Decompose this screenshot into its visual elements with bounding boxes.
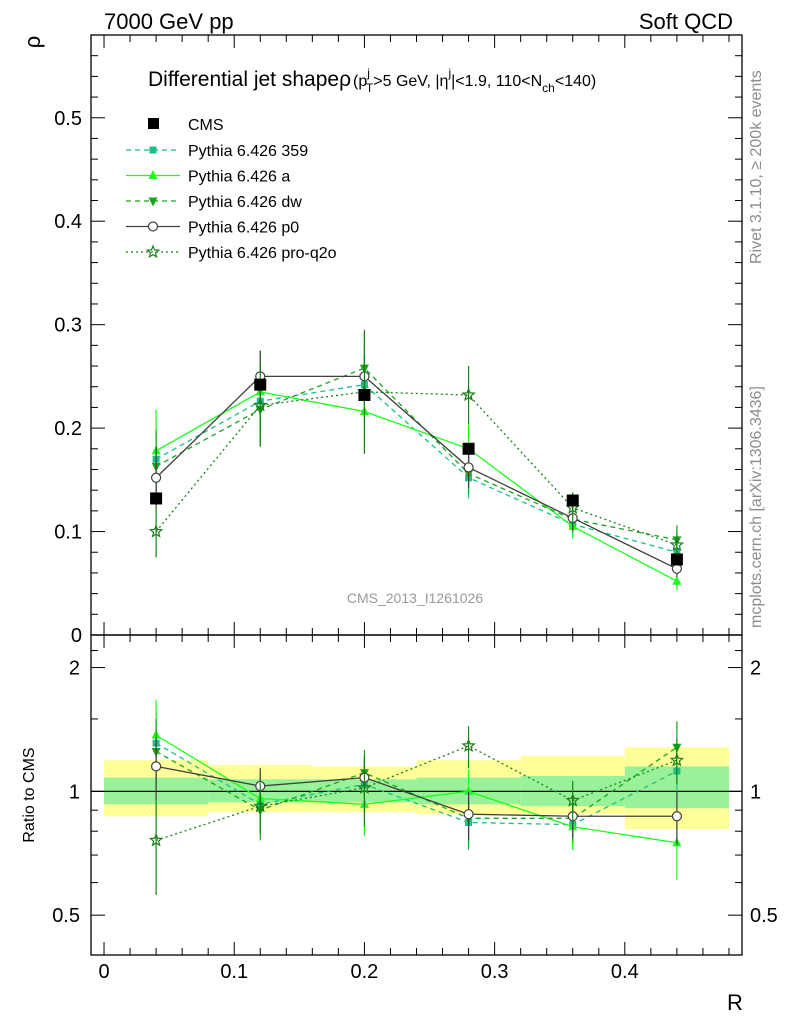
ratio-series-pythia-6-426-pro-q2o [148, 726, 685, 895]
legend-marker [148, 170, 158, 179]
main-series-layer [148, 329, 685, 591]
x-tick-label: 0.4 [611, 961, 639, 983]
cms-data-point [358, 389, 371, 401]
series-point [461, 387, 476, 402]
series-point [151, 472, 162, 483]
ratio-point [669, 752, 685, 767]
title-cut1: >5 GeV, |η [373, 73, 448, 90]
legend-entry-pythia-6-426-359: Pythia 6.426 359 [126, 143, 308, 160]
chart-title: Differential jet shapeρ (pj T>5 GeV, |ηj|<… [148, 66, 596, 95]
ratio-point [565, 792, 581, 807]
legend: CMS Pythia 6.426 359 Pythia 6.426 a Pythia… [126, 117, 337, 262]
series-point [463, 462, 474, 473]
series-pythia-6-426-a [151, 350, 682, 591]
title-main: Differential jet shape [148, 68, 339, 91]
ratio-line [155, 745, 678, 841]
header-right: Soft QCD [639, 9, 733, 34]
y-axis-label-main: ρ [20, 36, 45, 49]
x-tick-label: 0 [98, 961, 109, 983]
legend-marker [147, 221, 159, 232]
title-pt-sub: T [366, 81, 374, 95]
ratio-y-tick-label-right: 1 [750, 781, 761, 803]
legend-label: Pythia 6.426 359 [188, 143, 308, 160]
ratio-point [463, 809, 474, 820]
x-tick-label: 0.3 [481, 961, 509, 983]
x-tick-label: 0.2 [351, 961, 379, 983]
ratio-point [461, 738, 476, 753]
ratio-series-layer [148, 699, 685, 895]
series-point [252, 397, 268, 412]
header-left: 7000 GeV pp [104, 9, 234, 34]
title-cut3: <140) [555, 73, 596, 90]
y-tick-label: 0.3 [54, 315, 82, 337]
title-eta-sup: j [447, 66, 451, 80]
x-tick-label: 0.1 [220, 961, 248, 983]
ratio-point [671, 811, 683, 822]
y-tick-label: 0.2 [54, 418, 82, 440]
legend-label: Pythia 6.426 p0 [188, 220, 299, 237]
legend-label: Pythia 6.426 pro-q2o [188, 245, 337, 262]
legend-entry-pythia-6-426-p0: Pythia 6.426 p0 [126, 220, 299, 237]
series-pythia-6-426-p0 [151, 350, 683, 578]
ratio-y-tick-label-right: 2 [750, 658, 761, 680]
ratio-y-tick-label-left: 2 [69, 658, 80, 680]
cms-data-point [670, 553, 683, 566]
series-line [155, 391, 678, 546]
series-pythia-6-426-pro-q2o [148, 329, 685, 558]
y-axis-label-ratio: Ratio to CMS [21, 747, 38, 842]
series-point [148, 523, 164, 538]
title-rho: ρ [339, 68, 351, 91]
series-point [669, 537, 685, 552]
legend-entry-pythia-6-426-dw: Pythia 6.426 dw [126, 194, 302, 211]
ratio-point [151, 761, 162, 772]
ratio-y-tick-label-right: 0.5 [750, 905, 778, 927]
y-tick-label: 0 [71, 625, 82, 647]
ratio-line [155, 734, 677, 844]
watermark: CMS_2013_I1261026 [347, 590, 483, 606]
legend-label: Pythia 6.426 dw [188, 194, 302, 211]
ratio-point [148, 832, 164, 847]
series-point [671, 563, 683, 574]
legend-label-cms: CMS [188, 117, 224, 134]
ratio-point [252, 798, 268, 813]
series-line [155, 375, 678, 570]
legend-marker-cms [148, 118, 159, 129]
legend-entry-pythia-6-426-pro-q2o: Pythia 6.426 pro-q2o [126, 244, 337, 262]
ratio-point [357, 780, 372, 794]
y-tick-label: 0.1 [54, 522, 82, 544]
series-point [672, 575, 682, 585]
series-pythia-6-426-dw [151, 331, 682, 555]
cms-data-point [254, 378, 267, 391]
mcplots-label: mcplots.cern.ch [arXiv:1306.3436] [748, 386, 765, 628]
y-tick-label: 0.5 [54, 108, 82, 130]
x-axis-label: R [727, 990, 743, 1015]
series-line [155, 391, 678, 582]
main-data-layer [150, 378, 683, 566]
legend-entry-pythia-6-426-a: Pythia 6.426 a [126, 169, 290, 186]
legend-marker [148, 197, 158, 207]
ratio-y-tick-label-left: 1 [69, 781, 80, 803]
title-cut2: |<1.9, 110<N [451, 73, 542, 90]
y-tick-label: 0.4 [54, 211, 82, 233]
title-n-sub: ch [542, 81, 555, 95]
legend-marker [149, 146, 157, 154]
ratio-line [155, 765, 677, 817]
cms-data-point [566, 494, 579, 507]
axis-ticks: 0 0.1 0.2 0.3 0.4 0 0.1 0.2 0.3 0.4 0.5 0.5 0.5 1 1 2 2 [52, 35, 778, 983]
rivet-label: Rivet 3.1.10, ≥ 200k events [748, 70, 765, 264]
series-pythia-6-426-359 [152, 348, 681, 563]
legend-entry-cms: CMS [148, 117, 224, 134]
ratio-point [464, 785, 474, 795]
title-open: (p [353, 73, 367, 90]
ratio-line [155, 746, 678, 819]
legend-marker [145, 244, 161, 259]
ratio-y-tick-label-left: 0.5 [52, 905, 80, 927]
cms-data-point [150, 492, 163, 505]
legend-label: Pythia 6.426 a [188, 169, 290, 186]
cms-data-point [462, 442, 475, 455]
title-pt-sup: j [366, 66, 370, 80]
series-line [155, 383, 678, 553]
